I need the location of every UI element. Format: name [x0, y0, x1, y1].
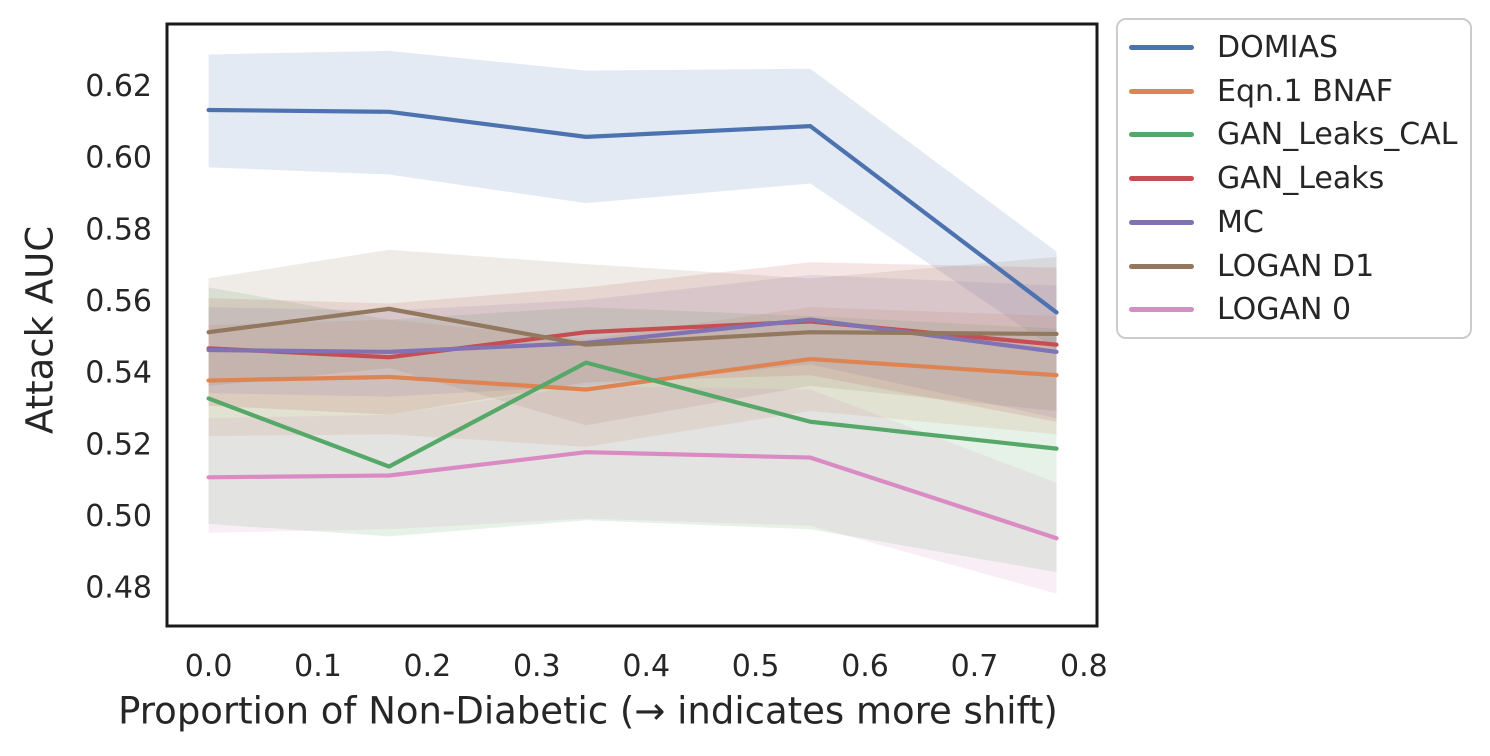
legend-item-gan-leaks: GAN_Leaks	[1129, 162, 1470, 195]
y-tick-label: 0.56	[85, 284, 152, 319]
plot-border	[165, 22, 1099, 628]
ci-band-mc	[208, 274, 1057, 419]
legend-label: LOGAN 0	[1217, 292, 1352, 328]
legend-swatch-logan-d1	[1129, 263, 1194, 269]
legend-swatch-gan-leaks-cal	[1129, 132, 1194, 138]
legend-label: GAN_Leaks_CAL	[1217, 117, 1458, 153]
series-line-eqn-1-bnaf	[206, 356, 1059, 392]
x-tick-label: 0.8	[1060, 649, 1108, 684]
legend-item-eqn-1-bnaf: Eqn.1 BNAF	[1129, 75, 1470, 108]
y-tick-label: 0.50	[85, 499, 152, 534]
x-tick-label: 0.3	[513, 649, 561, 684]
y-tick-label: 0.62	[85, 69, 152, 104]
x-tick-label: 0.4	[622, 649, 670, 684]
ci-band-logan-0	[208, 385, 1057, 594]
legend-item-gan-leaks-cal: GAN_Leaks_CAL	[1129, 118, 1470, 151]
legend: DOMIAS Eqn.1 BNAF GAN_Leaks_CAL GAN_Leaks MC…	[1116, 18, 1472, 339]
series-line-logan-d1	[206, 306, 1059, 347]
legend-item-mc: MC	[1129, 206, 1470, 239]
x-tick-label: 0.1	[294, 649, 342, 684]
legend-swatch-mc	[1129, 219, 1194, 225]
y-axis-label: Attack AUC	[18, 225, 62, 435]
series-line-gan-leaks-cal	[206, 360, 1059, 469]
legend-label: MC	[1217, 204, 1264, 240]
series-line-domias	[206, 107, 1059, 315]
y-tick-label: 0.58	[85, 212, 152, 247]
x-tick-label: 0.2	[404, 649, 452, 684]
legend-swatch-domias	[1129, 44, 1194, 50]
legend-label: GAN_Leaks	[1217, 161, 1385, 196]
legend-swatch-logan-0	[1129, 307, 1194, 313]
y-tick-label: 0.52	[85, 427, 152, 462]
legend-item-logan-0: LOGAN 0	[1129, 293, 1470, 326]
x-tick-label: 0.6	[841, 649, 889, 684]
y-tick-label: 0.60	[85, 141, 152, 176]
x-tick-label: 0.5	[732, 649, 780, 684]
legend-item-logan-d1: LOGAN D1	[1129, 250, 1470, 283]
ci-band-domias	[208, 50, 1057, 351]
legend-item-domias: DOMIAS	[1129, 31, 1470, 64]
x-tick-label: 0.0	[185, 649, 233, 684]
legend-label: LOGAN D1	[1217, 248, 1375, 284]
x-tick-label: 0.7	[951, 649, 999, 684]
legend-swatch-gan-leaks	[1129, 176, 1194, 181]
legend-label: DOMIAS	[1217, 29, 1339, 65]
y-tick-label: 0.48	[85, 571, 152, 606]
legend-swatch-eqn-1-bnaf	[1129, 88, 1194, 94]
series-line-logan-0	[206, 450, 1059, 541]
x-axis-label: Proportion of Non-Diabetic (→ indicates …	[118, 689, 1058, 733]
ci-band-gan-leaks-cal	[208, 287, 1057, 573]
y-tick-label: 0.54	[85, 356, 152, 391]
legend-label: Eqn.1 BNAF	[1217, 73, 1393, 109]
